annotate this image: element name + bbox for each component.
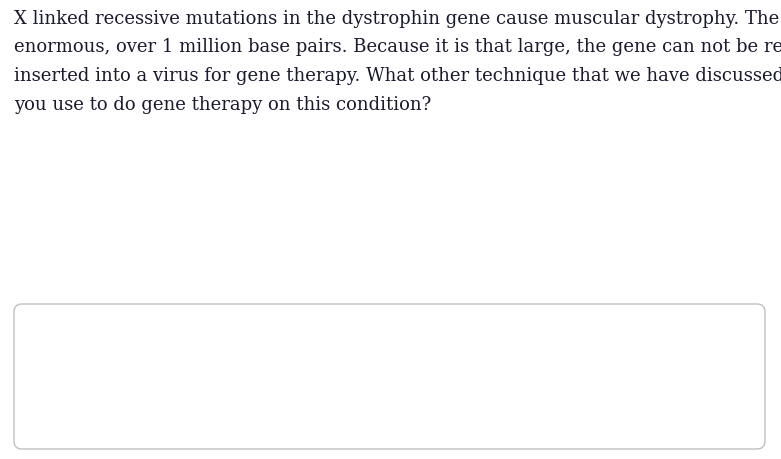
Text: X linked recessive mutations in the dystrophin gene cause muscular dystrophy. Th: X linked recessive mutations in the dyst… <box>14 10 781 113</box>
FancyBboxPatch shape <box>14 304 765 449</box>
